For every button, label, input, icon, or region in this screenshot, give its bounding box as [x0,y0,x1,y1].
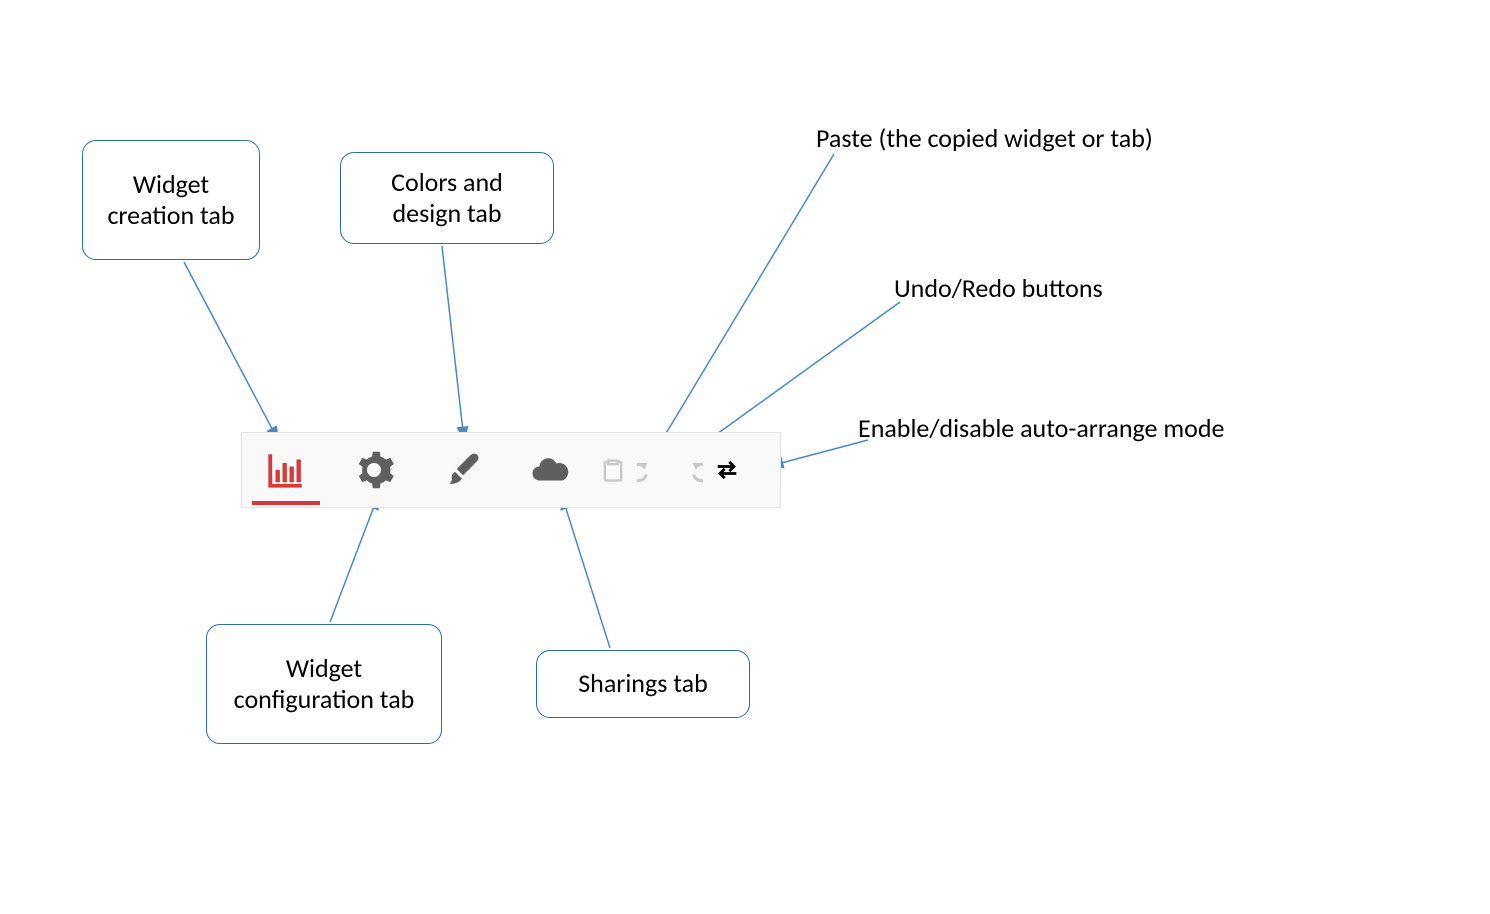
callout-text: Widget configuration tab [225,653,423,715]
widget-config-tab[interactable] [330,433,418,507]
callout-colors-design: Colors and design tab [340,152,554,244]
cloud-icon [529,449,571,491]
diagram-canvas: Widget creation tab Colors and design ta… [0,0,1490,914]
callout-widget-config: Widget configuration tab [206,624,442,744]
label-auto-arrange: Enable/disable auto-arrange mode [858,412,1224,444]
brush-icon [441,449,483,491]
label-paste: Paste (the copied widget or tab) [816,122,1153,154]
toolbar [241,432,781,508]
auto-arrange-button[interactable] [708,433,746,507]
chart-icon [265,449,307,491]
callout-sharings: Sharings tab [536,650,750,718]
swap-icon [713,456,741,484]
callout-text: Sharings tab [578,668,708,699]
redo-icon [675,456,703,484]
sharings-tab[interactable] [506,433,594,507]
label-text: Enable/disable auto-arrange mode [858,412,1224,444]
gear-icon [353,449,395,491]
paste-button[interactable] [594,433,632,507]
label-undo-redo: Undo/Redo buttons [894,272,1103,304]
label-text: Paste (the copied widget or tab) [816,122,1153,154]
label-text: Undo/Redo buttons [894,272,1103,304]
widget-creation-tab[interactable] [242,433,330,507]
callout-text: Colors and design tab [359,167,535,229]
paste-icon [599,456,627,484]
callout-text: Widget creation tab [101,169,241,231]
undo-icon [637,456,665,484]
redo-button[interactable] [670,433,708,507]
callout-widget-creation: Widget creation tab [82,140,260,260]
colors-design-tab[interactable] [418,433,506,507]
undo-button[interactable] [632,433,670,507]
